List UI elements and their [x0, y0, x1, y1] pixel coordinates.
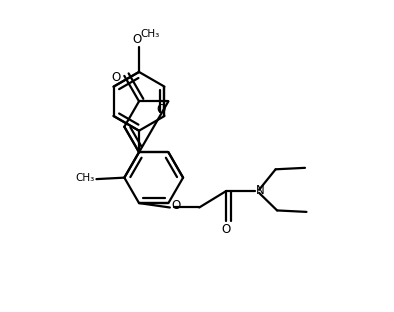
Text: CH₃: CH₃: [141, 29, 160, 39]
Text: N: N: [256, 184, 265, 197]
Text: CH₃: CH₃: [76, 173, 95, 183]
Text: O: O: [133, 33, 142, 46]
Text: O: O: [112, 71, 121, 84]
Text: O: O: [221, 222, 230, 236]
Text: O: O: [156, 103, 165, 116]
Text: O: O: [171, 199, 180, 212]
